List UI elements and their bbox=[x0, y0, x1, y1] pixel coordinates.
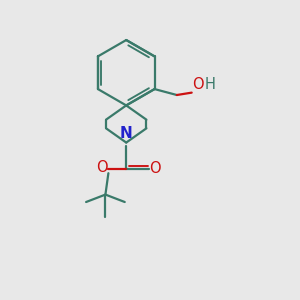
Text: O: O bbox=[96, 160, 107, 175]
Text: N: N bbox=[120, 126, 133, 141]
Text: H: H bbox=[204, 77, 215, 92]
Text: O: O bbox=[149, 160, 161, 175]
Text: O: O bbox=[192, 77, 204, 92]
